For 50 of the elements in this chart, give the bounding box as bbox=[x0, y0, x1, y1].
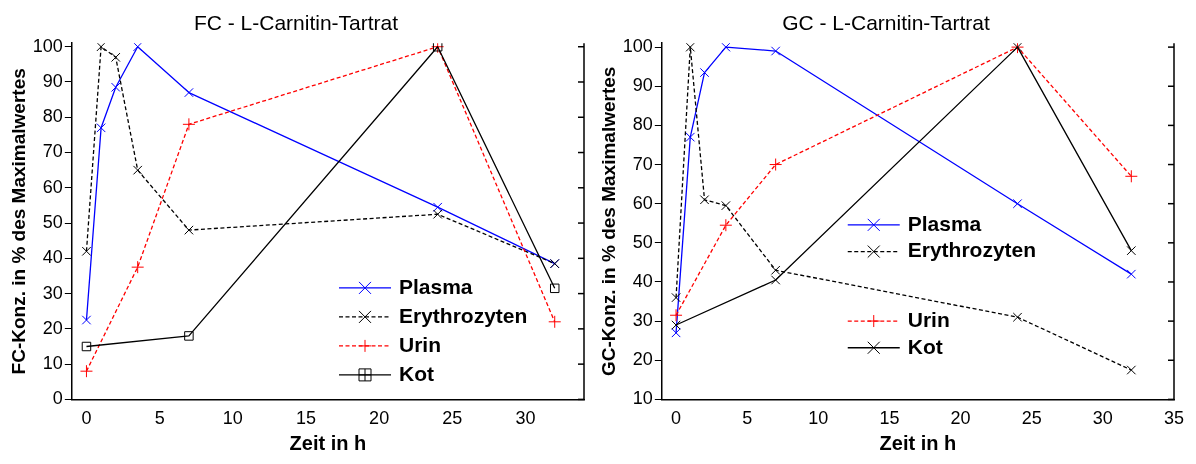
x-tick-label: 10 bbox=[808, 408, 829, 429]
y-tick-label: 30 bbox=[42, 282, 63, 303]
y-tick-label: 80 bbox=[632, 114, 653, 135]
y-axis-title: FC-Konz. in % des Maximalwertes bbox=[7, 68, 29, 375]
legend-label: Plasma bbox=[399, 274, 473, 298]
legend-label: Kot bbox=[907, 334, 943, 358]
y-tick-label: 80 bbox=[42, 106, 63, 127]
x-tick-label: 10 bbox=[222, 408, 243, 429]
chart-title: FC - L-Carnitin-Tartrat bbox=[193, 11, 399, 35]
y-tick-label: 40 bbox=[42, 247, 63, 268]
y-tick-label: 100 bbox=[622, 36, 653, 57]
x-tick-label: 0 bbox=[671, 408, 682, 429]
legend-label: Urin bbox=[907, 307, 950, 331]
x-axis-title: Zeit in h bbox=[879, 431, 957, 454]
y-tick-label: 0 bbox=[52, 388, 63, 409]
x-tick-label: 30 bbox=[515, 408, 536, 429]
x-tick-label: 20 bbox=[950, 408, 971, 429]
y-tick-label: 20 bbox=[632, 349, 653, 370]
legend-label: Kot bbox=[399, 361, 434, 385]
x-tick-label: 5 bbox=[154, 408, 165, 429]
legend-label: Urin bbox=[399, 332, 441, 356]
x-axis-title: Zeit in h bbox=[289, 431, 367, 454]
x-tick-label: 20 bbox=[369, 408, 390, 429]
x-tick-label: 35 bbox=[1163, 408, 1185, 429]
y-axis-title: GC-Konz. in % des Maximalwertes bbox=[597, 66, 619, 376]
x-tick-label: 15 bbox=[879, 408, 900, 429]
x-tick-label: 25 bbox=[442, 408, 463, 429]
y-tick-label: 50 bbox=[42, 212, 63, 233]
x-tick-label: 5 bbox=[742, 408, 753, 429]
y-tick-label: 70 bbox=[42, 141, 63, 162]
x-tick-label: 0 bbox=[81, 408, 92, 429]
y-tick-label: 60 bbox=[42, 176, 63, 197]
y-tick-label: 20 bbox=[42, 317, 63, 338]
x-tick-label: 25 bbox=[1021, 408, 1042, 429]
y-tick-label: 60 bbox=[632, 192, 653, 213]
x-tick-label: 30 bbox=[1092, 408, 1113, 429]
y-tick-label: 40 bbox=[632, 270, 653, 291]
legend-label: Erythrozyten bbox=[907, 238, 1037, 262]
y-tick-label: 10 bbox=[42, 353, 63, 374]
y-tick-label: 90 bbox=[42, 70, 63, 91]
chart-title: GC - L-Carnitin-Tartrat bbox=[782, 11, 991, 35]
legend-label: Erythrozyten bbox=[399, 303, 528, 327]
y-tick-label: 70 bbox=[632, 153, 653, 174]
y-tick-label: 30 bbox=[632, 310, 653, 331]
y-tick-label: 10 bbox=[632, 388, 653, 409]
y-tick-label: 100 bbox=[32, 35, 63, 56]
x-tick-label: 15 bbox=[295, 408, 316, 429]
y-tick-label: 90 bbox=[632, 75, 653, 96]
y-tick-label: 50 bbox=[632, 231, 653, 252]
legend-label: Plasma bbox=[907, 211, 982, 235]
